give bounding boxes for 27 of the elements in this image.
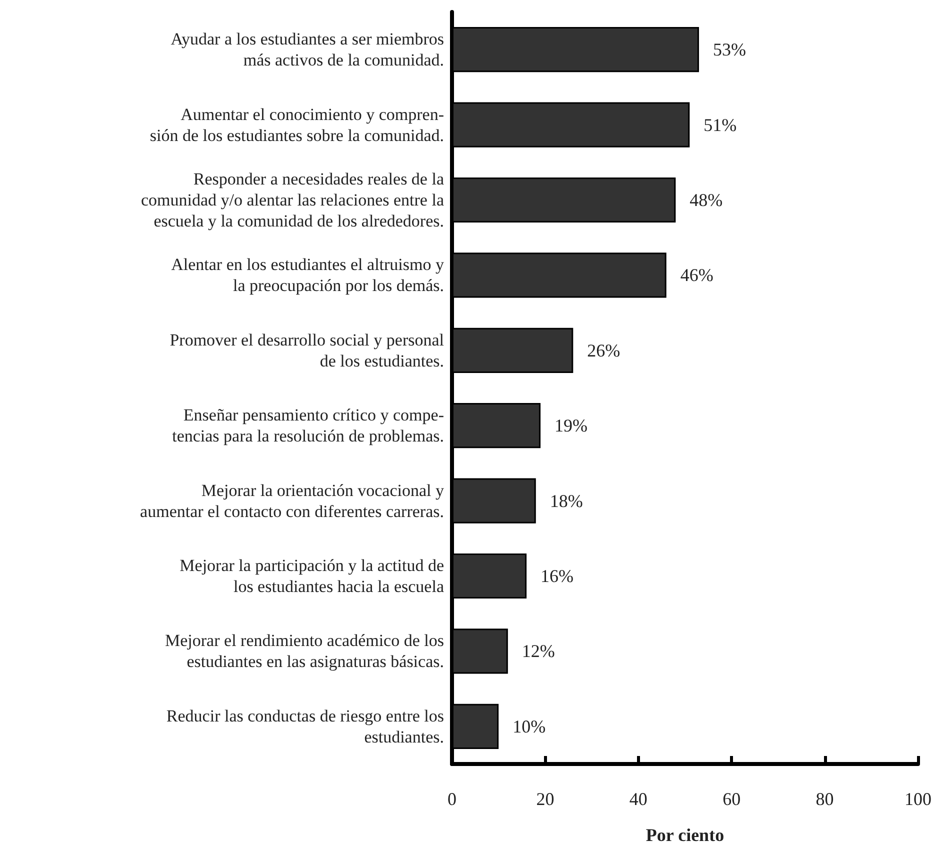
y-tick-label: Responder a necesidades reales de la comunidad y/o alentar las relaciones entre la escuela y la comunidad de los alrededores. bbox=[140, 170, 444, 230]
x-tick-label: 80 bbox=[816, 789, 834, 809]
y-tick-label: Promover el desarrollo social y personal de los estudiantes. bbox=[170, 330, 444, 370]
y-tick-label: Mejorar la orientación vocacional y aumentar el contacto con diferentes carreras. bbox=[140, 480, 444, 521]
y-tick-label: Ayudar a los estudiantes a ser miembros más activos de la comunidad. bbox=[170, 30, 444, 70]
data-label: 16% bbox=[540, 566, 574, 586]
y-tick-label: Enseñar pensamiento crítico y compe- tencias para la resolución de problemas. bbox=[172, 406, 444, 446]
x-tick-label: 60 bbox=[722, 789, 741, 809]
data-label: 26% bbox=[587, 340, 620, 360]
data-label: 10% bbox=[512, 716, 546, 736]
data-label: 18% bbox=[550, 490, 583, 511]
x-tick-label: 20 bbox=[536, 789, 554, 809]
x-tick-label: 0 bbox=[448, 789, 456, 809]
y-tick-label: Reducir las conductas de riesgo entre los estudiantes. bbox=[166, 706, 444, 746]
y-tick-label: Aumentar el conocimiento y compren- sión de los estudiantes sobre la comunidad. bbox=[150, 104, 444, 145]
data-label: 48% bbox=[690, 190, 723, 210]
data-label: 12% bbox=[522, 641, 555, 662]
data-label: 46% bbox=[680, 265, 714, 286]
y-tick-label: Mejorar el rendimiento académico de los estudiantes en las asignaturas básicas. bbox=[165, 631, 444, 672]
y-tick-label: Alentar en los estudiantes el altruismo y la preocupación por los demás. bbox=[171, 255, 444, 296]
data-label: 51% bbox=[704, 114, 737, 135]
x-tick-label: 100 bbox=[904, 789, 932, 809]
data-label: 53% bbox=[712, 40, 746, 60]
y-tick-label: Mejorar la participación y la actitud de los estudiantes hacia la escuela bbox=[180, 556, 444, 596]
x-axis-title: Por ciento bbox=[646, 825, 724, 845]
x-tick-label: 40 bbox=[629, 789, 648, 809]
data-label: 19% bbox=[554, 416, 588, 436]
